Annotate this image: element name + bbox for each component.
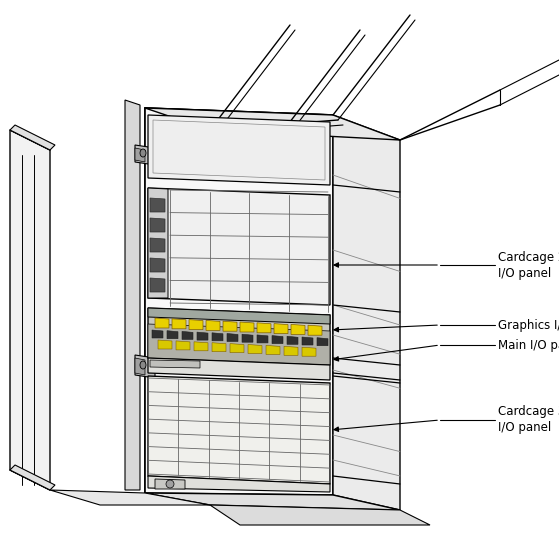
- Text: Cardcage 3
I/O panel: Cardcage 3 I/O panel: [498, 406, 559, 434]
- Polygon shape: [284, 346, 298, 355]
- Polygon shape: [230, 343, 244, 353]
- Polygon shape: [158, 340, 172, 349]
- Polygon shape: [176, 341, 190, 350]
- Polygon shape: [125, 100, 140, 490]
- Polygon shape: [10, 125, 55, 150]
- Polygon shape: [153, 120, 325, 180]
- Polygon shape: [148, 358, 330, 380]
- Polygon shape: [10, 130, 50, 490]
- Polygon shape: [212, 343, 226, 352]
- Polygon shape: [135, 358, 145, 375]
- Polygon shape: [150, 258, 165, 272]
- Polygon shape: [150, 218, 165, 232]
- Polygon shape: [182, 331, 193, 339]
- Text: Graphics I/O panel: Graphics I/O panel: [498, 319, 559, 332]
- Polygon shape: [248, 344, 262, 353]
- Polygon shape: [194, 342, 208, 351]
- Polygon shape: [197, 332, 208, 340]
- Polygon shape: [155, 479, 185, 489]
- Ellipse shape: [140, 149, 146, 157]
- Polygon shape: [333, 115, 400, 510]
- Polygon shape: [10, 465, 55, 490]
- Polygon shape: [257, 335, 268, 343]
- Polygon shape: [148, 188, 330, 305]
- Polygon shape: [308, 325, 322, 335]
- Polygon shape: [148, 376, 330, 484]
- Polygon shape: [223, 321, 237, 331]
- Polygon shape: [155, 318, 169, 328]
- Polygon shape: [135, 145, 155, 165]
- Polygon shape: [135, 355, 155, 378]
- Text: Main I/O panel: Main I/O panel: [498, 338, 559, 352]
- Polygon shape: [287, 336, 298, 344]
- Polygon shape: [50, 490, 210, 505]
- Polygon shape: [317, 338, 328, 346]
- Circle shape: [166, 480, 174, 488]
- Polygon shape: [212, 333, 223, 341]
- Polygon shape: [227, 333, 238, 342]
- Polygon shape: [145, 108, 333, 495]
- Polygon shape: [148, 308, 330, 324]
- Polygon shape: [150, 198, 165, 212]
- Polygon shape: [302, 347, 316, 356]
- Polygon shape: [242, 334, 253, 342]
- Polygon shape: [148, 324, 330, 365]
- Polygon shape: [148, 476, 330, 492]
- Polygon shape: [150, 278, 165, 292]
- Polygon shape: [291, 325, 305, 335]
- Polygon shape: [240, 322, 254, 332]
- Polygon shape: [274, 323, 288, 333]
- Polygon shape: [266, 346, 280, 354]
- Polygon shape: [152, 330, 163, 338]
- Polygon shape: [135, 148, 145, 162]
- Polygon shape: [210, 505, 430, 525]
- Text: Cardcage 2
I/O panel: Cardcage 2 I/O panel: [498, 251, 559, 279]
- Ellipse shape: [140, 361, 146, 369]
- Polygon shape: [167, 331, 178, 339]
- Polygon shape: [150, 360, 200, 368]
- Polygon shape: [148, 308, 330, 365]
- Polygon shape: [150, 238, 165, 252]
- Polygon shape: [272, 336, 283, 343]
- Polygon shape: [206, 320, 220, 331]
- Polygon shape: [172, 319, 186, 329]
- Polygon shape: [145, 493, 400, 510]
- Polygon shape: [145, 108, 400, 140]
- Polygon shape: [257, 323, 271, 333]
- Polygon shape: [148, 115, 330, 185]
- Polygon shape: [189, 320, 203, 330]
- Polygon shape: [148, 188, 168, 298]
- Polygon shape: [302, 337, 313, 345]
